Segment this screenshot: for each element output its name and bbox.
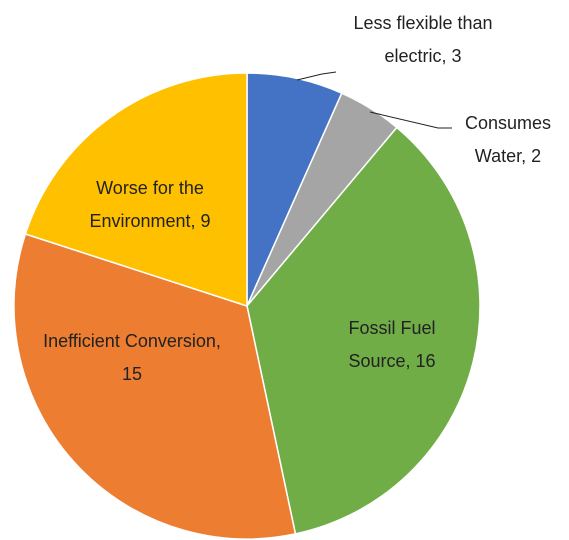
label-category: Less flexible than electric bbox=[353, 13, 493, 66]
data-label: Fossil Fuel Source, 16 bbox=[348, 318, 436, 371]
label-value: 2 bbox=[531, 146, 542, 166]
data-label: Worse for the Environment, 9 bbox=[89, 178, 211, 231]
pie-slice bbox=[24, 72, 248, 308]
pie-slice bbox=[246, 126, 481, 535]
data-label: Inefficient Conversion, 15 bbox=[43, 331, 221, 384]
leader-line bbox=[296, 71, 337, 81]
label-category: Worse for the Environment bbox=[89, 178, 204, 231]
label-value: 15 bbox=[121, 364, 143, 384]
data-label: Less flexible than electric, 3 bbox=[353, 13, 493, 66]
data-label: Consumes Water, 2 bbox=[464, 113, 552, 166]
label-value: 16 bbox=[415, 351, 436, 371]
label-value: 3 bbox=[451, 46, 462, 66]
pie-slice bbox=[13, 233, 297, 540]
label-category: Consumes Water bbox=[464, 113, 552, 166]
label-category: Inefficient Conversion bbox=[43, 331, 216, 351]
leader-line bbox=[369, 111, 452, 129]
label-category: Fossil Fuel Source bbox=[348, 318, 436, 371]
label-value: 9 bbox=[200, 211, 211, 231]
